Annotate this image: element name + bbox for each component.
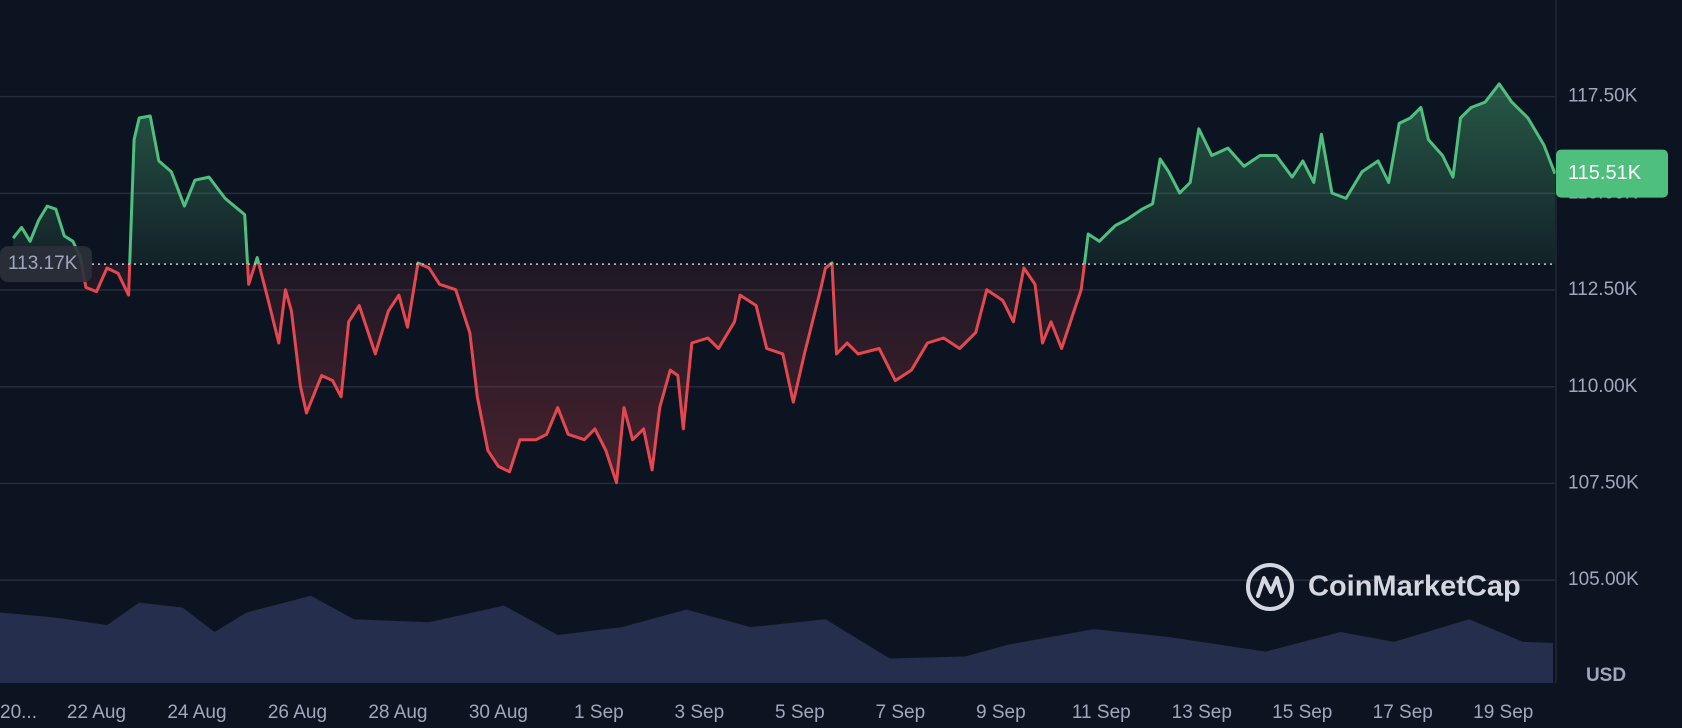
x-tick-label: 15 Sep [1272, 702, 1332, 723]
currency-label: USD [1586, 665, 1626, 686]
baseline-label-box [0, 246, 92, 283]
x-tick-label: 9 Sep [976, 702, 1026, 723]
y-tick-label: 107.50K [1568, 472, 1639, 493]
last-price-label: 115.51K [1568, 162, 1642, 184]
watermark-logo-m [1256, 576, 1284, 598]
x-tick-label: 24 Aug [167, 702, 226, 723]
x-tick-label: 28 Aug [368, 702, 427, 723]
y-tick-label: 105.00K [1568, 569, 1639, 590]
x-tick-label: 30 Aug [469, 702, 528, 723]
x-tick-label: 13 Sep [1172, 702, 1232, 723]
price-line [11, 82, 1557, 485]
volume-area [0, 595, 1553, 683]
y-tick-label: 117.50K [1568, 86, 1638, 107]
baseline-label: 113.17K [8, 253, 78, 274]
x-tick-label: 20... [0, 702, 37, 723]
x-tick-label: 3 Sep [675, 702, 725, 723]
x-tick-label: 26 Aug [268, 702, 327, 723]
y-tick-label: 110.00K [1568, 376, 1638, 397]
plot: 113.17K [0, 82, 1557, 485]
x-tick-label: 19 Sep [1473, 702, 1533, 723]
x-tick-label: 11 Sep [1072, 702, 1131, 723]
x-tick-label: 22 Aug [67, 702, 126, 723]
axes: 105.00K107.50K110.00K112.50K115.00K117.5… [0, 86, 1668, 723]
price-area [13, 83, 1556, 483]
x-tick-label: 5 Sep [775, 702, 825, 723]
x-tick-label: 7 Sep [876, 702, 926, 723]
y-tick-label: 112.50K [1568, 279, 1638, 300]
watermark: CoinMarketCap [1246, 563, 1521, 611]
last-price-box [1556, 149, 1668, 198]
x-tick-label: 17 Sep [1373, 702, 1433, 723]
volume-layer [0, 595, 1553, 683]
x-tick-label: 1 Sep [574, 702, 624, 723]
watermark-logo [1246, 563, 1294, 611]
watermark-text: CoinMarketCap [1308, 571, 1521, 603]
